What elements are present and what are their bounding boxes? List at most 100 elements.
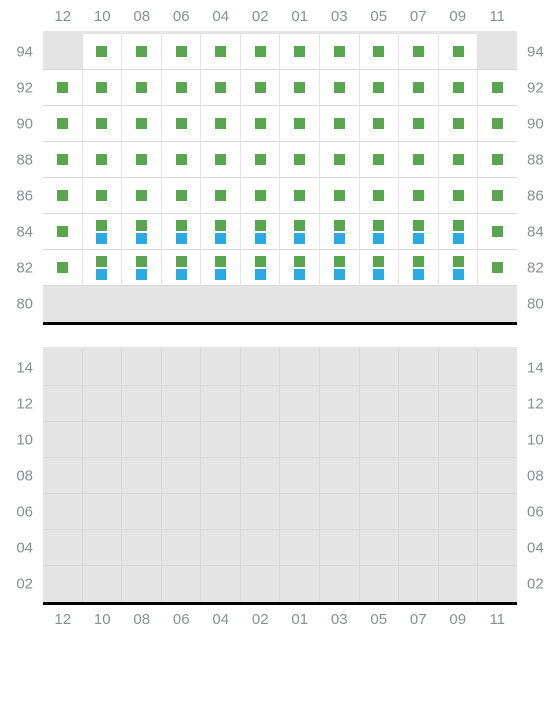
seat-cell[interactable] bbox=[320, 106, 360, 142]
row-label-right: 86 bbox=[527, 188, 557, 205]
seat-cell[interactable] bbox=[201, 214, 241, 250]
seat-cell[interactable] bbox=[201, 34, 241, 70]
seat-cell[interactable] bbox=[478, 214, 517, 250]
marker-green bbox=[215, 256, 226, 267]
marker-green bbox=[413, 190, 424, 201]
seat-cell[interactable] bbox=[162, 250, 202, 286]
seat-cell[interactable] bbox=[83, 214, 123, 250]
seat-cell[interactable] bbox=[122, 34, 162, 70]
seat-cell[interactable] bbox=[43, 142, 83, 178]
seat-cell bbox=[360, 566, 400, 602]
marker-green bbox=[136, 154, 147, 165]
seat-cell[interactable] bbox=[122, 214, 162, 250]
upper-bottom-bar bbox=[43, 322, 517, 325]
marker-blue bbox=[413, 269, 424, 280]
seat-cell[interactable] bbox=[478, 250, 517, 286]
column-label: 09 bbox=[438, 8, 478, 25]
row-label-left: 14 bbox=[3, 360, 33, 377]
seat-cell[interactable] bbox=[280, 214, 320, 250]
seat-cell[interactable] bbox=[280, 142, 320, 178]
seat-cell[interactable] bbox=[320, 214, 360, 250]
seat-cell[interactable] bbox=[478, 106, 517, 142]
seat-cell[interactable] bbox=[241, 106, 281, 142]
seat-cell[interactable] bbox=[201, 106, 241, 142]
seat-cell[interactable] bbox=[439, 250, 479, 286]
seat-cell[interactable] bbox=[241, 34, 281, 70]
seat-cell[interactable] bbox=[360, 70, 400, 106]
seat-cell[interactable] bbox=[201, 178, 241, 214]
seat-cell[interactable] bbox=[439, 178, 479, 214]
seat-cell[interactable] bbox=[439, 34, 479, 70]
seat-cell[interactable] bbox=[162, 106, 202, 142]
seat-cell[interactable] bbox=[399, 34, 439, 70]
marker-green bbox=[255, 82, 266, 93]
seat-cell[interactable] bbox=[83, 34, 123, 70]
seat-cell[interactable] bbox=[399, 250, 439, 286]
seat-cell[interactable] bbox=[360, 34, 400, 70]
seat-cell[interactable] bbox=[43, 106, 83, 142]
seat-cell bbox=[439, 530, 479, 566]
seat-cell[interactable] bbox=[478, 142, 517, 178]
seat-cell[interactable] bbox=[162, 178, 202, 214]
seat-cell[interactable] bbox=[241, 178, 281, 214]
seat-cell[interactable] bbox=[43, 70, 83, 106]
seat-cell[interactable] bbox=[478, 70, 517, 106]
marker-green bbox=[255, 118, 266, 129]
seat-cell[interactable] bbox=[399, 214, 439, 250]
seat-cell bbox=[360, 386, 400, 422]
marker-green bbox=[215, 46, 226, 57]
seat-cell[interactable] bbox=[122, 70, 162, 106]
seat-cell[interactable] bbox=[478, 178, 517, 214]
seat-cell[interactable] bbox=[201, 250, 241, 286]
seat-cell[interactable] bbox=[43, 250, 83, 286]
seat-cell[interactable] bbox=[241, 70, 281, 106]
seat-cell[interactable] bbox=[320, 70, 360, 106]
marker-blue bbox=[294, 269, 305, 280]
seat-cell[interactable] bbox=[320, 34, 360, 70]
seat-cell[interactable] bbox=[280, 250, 320, 286]
marker-blue bbox=[373, 269, 384, 280]
seat-cell[interactable] bbox=[280, 178, 320, 214]
seat-cell[interactable] bbox=[320, 250, 360, 286]
seat-cell[interactable] bbox=[162, 34, 202, 70]
seat-cell[interactable] bbox=[360, 214, 400, 250]
seat-cell[interactable] bbox=[241, 250, 281, 286]
seat-cell[interactable] bbox=[320, 142, 360, 178]
seat-cell[interactable] bbox=[43, 178, 83, 214]
seat-cell[interactable] bbox=[360, 178, 400, 214]
seat-cell[interactable] bbox=[122, 178, 162, 214]
seat-cell[interactable] bbox=[320, 178, 360, 214]
seat-cell[interactable] bbox=[399, 70, 439, 106]
seat-cell[interactable] bbox=[83, 70, 123, 106]
seat-cell[interactable] bbox=[122, 250, 162, 286]
seat-cell[interactable] bbox=[241, 142, 281, 178]
seat-cell[interactable] bbox=[201, 70, 241, 106]
seat-cell[interactable] bbox=[83, 250, 123, 286]
seat-cell[interactable] bbox=[399, 142, 439, 178]
seat-cell[interactable] bbox=[201, 142, 241, 178]
seat-cell[interactable] bbox=[122, 106, 162, 142]
seat-cell[interactable] bbox=[280, 34, 320, 70]
seat-cell[interactable] bbox=[43, 214, 83, 250]
seat-cell bbox=[399, 530, 439, 566]
seat-cell[interactable] bbox=[162, 142, 202, 178]
seat-cell[interactable] bbox=[83, 178, 123, 214]
seat-cell[interactable] bbox=[162, 214, 202, 250]
seat-cell[interactable] bbox=[162, 70, 202, 106]
seat-cell[interactable] bbox=[439, 70, 479, 106]
seat-cell[interactable] bbox=[399, 178, 439, 214]
seat-cell[interactable] bbox=[439, 106, 479, 142]
seat-cell[interactable] bbox=[241, 214, 281, 250]
seat-cell[interactable] bbox=[360, 142, 400, 178]
seat-cell[interactable] bbox=[280, 70, 320, 106]
seat-cell[interactable] bbox=[83, 142, 123, 178]
seat-cell[interactable] bbox=[360, 250, 400, 286]
seat-cell[interactable] bbox=[439, 214, 479, 250]
seat-cell[interactable] bbox=[399, 106, 439, 142]
seat-cell[interactable] bbox=[122, 142, 162, 178]
seat-cell[interactable] bbox=[83, 106, 123, 142]
seat-cell[interactable] bbox=[360, 106, 400, 142]
seat-cell[interactable] bbox=[280, 106, 320, 142]
seat-cell bbox=[360, 286, 400, 322]
seat-cell[interactable] bbox=[439, 142, 479, 178]
